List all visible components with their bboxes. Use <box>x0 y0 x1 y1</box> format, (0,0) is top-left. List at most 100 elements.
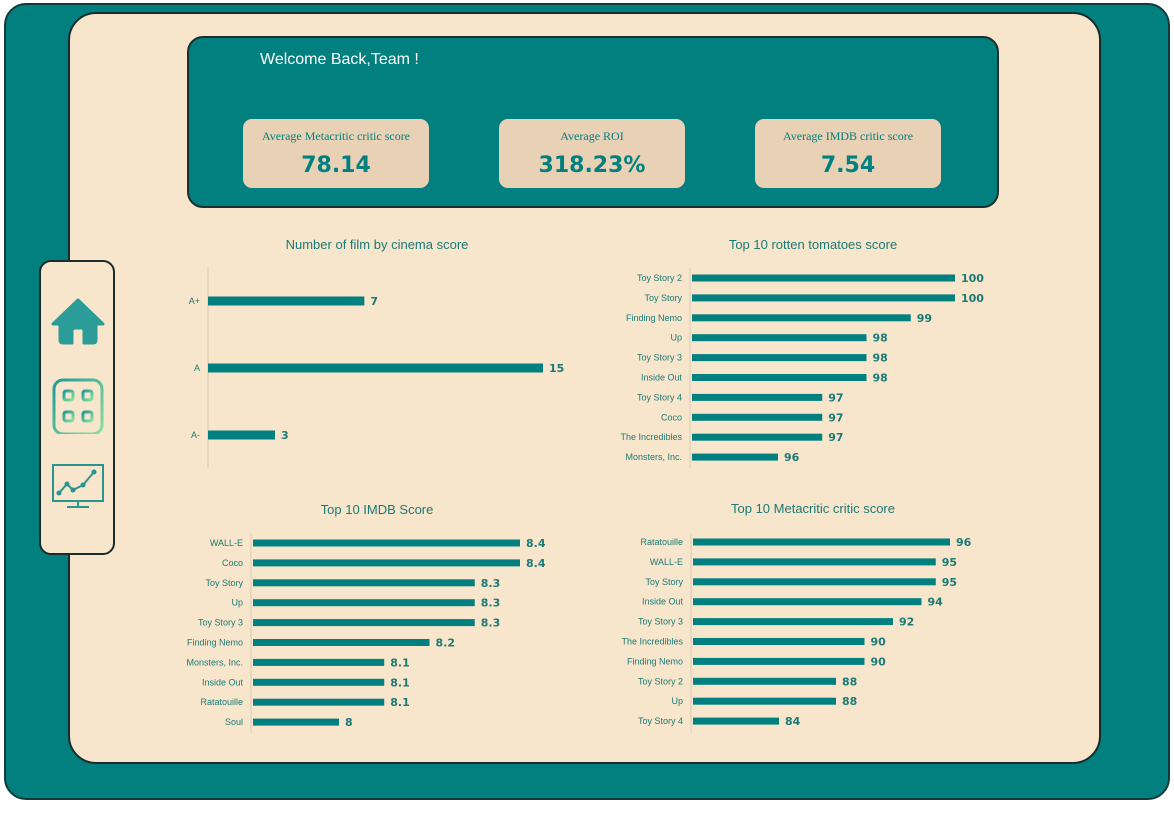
chart-bar <box>253 658 385 666</box>
value-label: 98 <box>873 372 888 385</box>
line-chart-monitor-icon <box>52 464 104 508</box>
category-label: The Incredibles <box>620 432 682 442</box>
value-label: 95 <box>942 556 957 569</box>
chart-bar <box>693 558 936 566</box>
value-label: 96 <box>784 451 800 464</box>
category-label: Toy Story 3 <box>638 617 683 627</box>
chart-bar <box>253 559 520 567</box>
value-label: 90 <box>871 636 887 649</box>
category-label: Toy Story <box>645 577 683 587</box>
chart-bar <box>693 638 865 645</box>
chart-bar <box>693 717 779 725</box>
kpi-value: 7.54 <box>820 153 876 178</box>
category-label: Finding Nemo <box>626 313 682 323</box>
value-label: 94 <box>928 596 944 609</box>
category-label: Toy Story <box>205 578 243 588</box>
chart-bar <box>692 453 778 461</box>
value-label: 95 <box>942 576 957 589</box>
chart-title: Top 10 IMDB Score <box>321 502 434 517</box>
value-label: 7 <box>370 295 378 308</box>
chart-bar <box>692 274 955 282</box>
kpi-value: 318.23% <box>538 153 646 178</box>
chart-bar <box>693 618 893 626</box>
home-icon <box>51 298 105 345</box>
chart-bar <box>253 639 430 646</box>
value-label: 8.3 <box>481 597 501 610</box>
chart-bar <box>253 579 475 587</box>
chart-bar <box>208 296 365 306</box>
chart-imdb: Top 10 IMDB Score WALL-E 8.4 Coco 8.4 Toy Sto… <box>186 502 546 733</box>
category-label: A- <box>191 430 200 440</box>
sidebar-item-analytics[interactable] <box>49 462 107 520</box>
chart-bar <box>692 413 823 421</box>
value-label: 88 <box>842 675 857 688</box>
kpi-label: Average ROI <box>560 129 624 143</box>
value-label: 100 <box>961 292 984 305</box>
chart-bar <box>693 578 936 586</box>
value-label: 8.4 <box>526 557 546 570</box>
category-label: Ratatouille <box>640 537 683 547</box>
sidebar-item-home[interactable] <box>49 292 107 350</box>
chart-bar <box>692 354 867 362</box>
chart-bar <box>693 598 922 606</box>
chart-bar <box>692 393 823 401</box>
value-label: 100 <box>961 272 984 285</box>
category-label: Ratatouille <box>200 697 243 707</box>
value-label: 3 <box>281 429 289 442</box>
category-label: A+ <box>189 296 200 306</box>
category-label: Up <box>231 598 243 608</box>
category-label: Toy Story 4 <box>637 392 682 402</box>
category-label: Toy Story <box>644 293 682 303</box>
kpi-value: 78.14 <box>301 153 371 178</box>
category-label: Monsters, Inc. <box>625 452 682 462</box>
value-label: 8.1 <box>390 676 410 689</box>
chart-bar <box>693 677 836 685</box>
chart-bar <box>693 657 865 665</box>
value-label: 84 <box>785 715 801 728</box>
chart-bar <box>692 294 955 302</box>
chart-bar <box>208 363 543 373</box>
value-label: 8.1 <box>390 696 410 709</box>
header-banner: Welcome Back,Team ! Average Metacritic c… <box>187 36 999 208</box>
chart-bar <box>253 619 475 627</box>
sidebar <box>39 260 115 555</box>
chart-title: Top 10 rotten tomatoes score <box>729 237 897 252</box>
kpi-label: Average IMDB critic score <box>782 129 914 143</box>
category-label: The Incredibles <box>621 637 683 647</box>
sidebar-item-dashboard[interactable] <box>49 376 107 436</box>
category-label: Toy Story 4 <box>638 716 683 726</box>
category-label: Up <box>671 696 683 706</box>
chart-bar <box>692 433 823 441</box>
welcome-message: Welcome Back,Team ! <box>260 51 419 68</box>
chart-bar <box>693 538 950 546</box>
category-label: Coco <box>222 558 243 568</box>
value-label: 97 <box>828 411 843 424</box>
chart-bar <box>253 718 339 726</box>
chart-bar <box>692 374 867 381</box>
value-label: 8 <box>345 716 353 729</box>
value-label: 98 <box>873 352 888 365</box>
kpi-card-imdb: Average IMDB critic score 7.54 <box>755 119 941 188</box>
chart-bar <box>692 334 867 342</box>
category-label: Toy Story 3 <box>637 353 682 363</box>
chart-bar <box>692 314 911 322</box>
value-label: 8.2 <box>436 637 456 650</box>
value-label: 8.1 <box>390 656 410 669</box>
value-label: 99 <box>917 312 932 325</box>
chart-cinema-score: Number of film by cinema score A+ 7 A 15 A- 3 <box>189 237 564 468</box>
category-label: Inside Out <box>641 373 683 383</box>
category-label: Finding Nemo <box>187 638 243 648</box>
value-label: 92 <box>899 616 914 629</box>
value-label: 8.4 <box>526 537 546 550</box>
category-label: WALL-E <box>650 557 683 567</box>
chart-rotten-tomatoes: Top 10 rotten tomatoes score Toy Story 2 1… <box>620 237 984 468</box>
chart-bar <box>253 698 385 706</box>
category-label: Toy Story 2 <box>638 676 683 686</box>
category-label: Soul <box>225 717 243 727</box>
category-label: Monsters, Inc. <box>186 657 243 667</box>
value-label: 98 <box>873 332 888 345</box>
value-label: 8.3 <box>481 577 501 590</box>
value-label: 15 <box>549 362 564 375</box>
category-label: Inside Out <box>642 597 684 607</box>
chart-metacritic: Top 10 Metacritic critic score Ratatouill… <box>621 501 972 733</box>
